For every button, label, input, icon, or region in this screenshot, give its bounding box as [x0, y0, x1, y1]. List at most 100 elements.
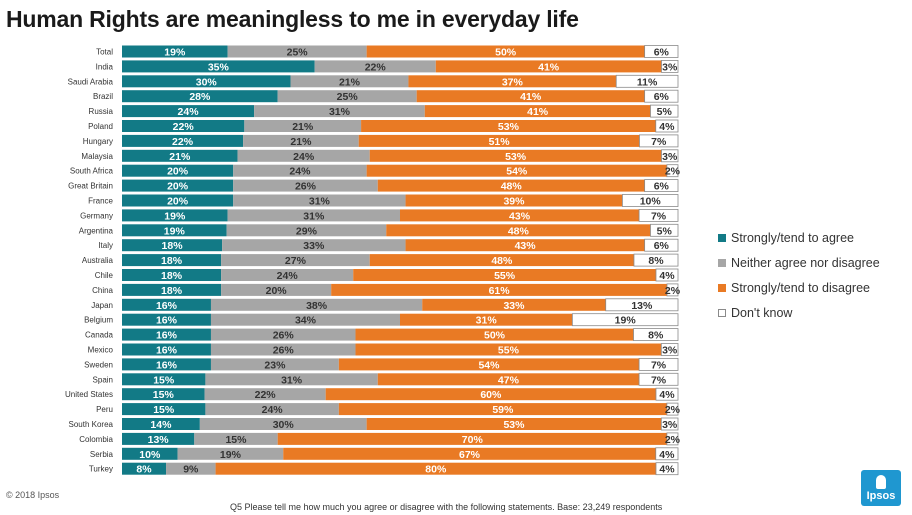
data-label: 16%: [156, 315, 178, 327]
data-label: 6%: [654, 240, 670, 252]
category-label: Australia: [82, 256, 114, 265]
bar-row-germany: Germany 19% 31% 43% 7%: [80, 208, 679, 222]
data-label: 47%: [498, 374, 520, 386]
data-label: 67%: [459, 449, 481, 461]
bar-segment-neutral: [221, 269, 354, 281]
data-label: 8%: [648, 255, 664, 267]
bar-row-peru: Peru 15% 24% 59% 2%: [96, 402, 681, 416]
data-label: 20%: [266, 285, 288, 297]
bar-segment-agree: [122, 60, 315, 73]
data-label: 59%: [492, 404, 514, 416]
data-label: 43%: [509, 210, 531, 222]
bar-segment-dontknow: [622, 194, 679, 207]
data-label: 8%: [648, 330, 664, 342]
bar-segment-neutral: [222, 239, 406, 252]
data-label: 31%: [476, 315, 498, 327]
data-label: 23%: [264, 359, 286, 371]
data-label: 8%: [136, 464, 152, 476]
footnote-text: Q5 Please tell me how much you agree or …: [230, 502, 663, 512]
bar-segment-agree: [122, 209, 228, 222]
bar-segment-dontknow: [638, 372, 679, 386]
data-label: 7%: [651, 374, 667, 386]
category-label: Sweden: [84, 360, 113, 369]
data-label: 2%: [665, 404, 681, 416]
bar-segment-neutral: [205, 403, 339, 416]
bar-segment-dontknow: [666, 164, 679, 178]
category-label: Chile: [95, 271, 114, 280]
data-label: 41%: [527, 106, 549, 118]
data-label: 9%: [183, 464, 199, 476]
category-label: South Africa: [70, 167, 114, 176]
bar-segment-disagree: [355, 328, 634, 341]
data-label: 19%: [615, 315, 637, 327]
legend-swatch-dontknow: [718, 308, 726, 317]
data-label: 20%: [167, 196, 189, 208]
data-label: 18%: [162, 240, 184, 252]
data-label: 50%: [484, 330, 506, 342]
data-label: 5%: [657, 225, 673, 237]
bar-segment-disagree: [325, 388, 656, 401]
bar-segment-agree: [122, 388, 205, 401]
data-label: 5%: [657, 106, 673, 118]
data-label: 33%: [303, 240, 325, 252]
bar-segment-agree: [122, 179, 234, 192]
bar-row-saudi-arabia: Saudi Arabia 30% 21% 37% 11%: [68, 74, 679, 88]
data-label: 48%: [491, 255, 513, 267]
data-label: 10%: [640, 196, 662, 208]
category-label: South Korea: [69, 420, 114, 429]
data-label: 24%: [289, 166, 311, 178]
bar-segment-agree: [122, 432, 195, 445]
data-label: 15%: [153, 404, 175, 416]
legend: Strongly/tend to agree Neither agree nor …: [718, 225, 880, 325]
category-label: India: [96, 62, 114, 71]
bar-row-chile: Chile 18% 24% 55% 4%: [95, 268, 679, 282]
bar-segment-agree: [122, 164, 234, 177]
category-label: Peru: [96, 405, 113, 414]
category-label: Turkey: [89, 465, 113, 474]
category-label: Total: [96, 48, 113, 57]
bar-segment-disagree: [353, 269, 656, 281]
bar-segment-disagree: [386, 224, 651, 237]
data-label: 34%: [295, 315, 317, 327]
bar-segment-neutral: [199, 418, 367, 430]
bar-segment-agree: [122, 358, 211, 371]
bar-row-south-africa: South Africa 20% 24% 54% 2%: [70, 164, 681, 178]
legend-item-agree: Strongly/tend to agree: [718, 225, 880, 250]
data-label: 4%: [659, 121, 675, 133]
bar-row-japan: Japan 16% 38% 33% 13%: [91, 298, 679, 312]
legend-label: Strongly/tend to agree: [731, 230, 854, 245]
bar-segment-dontknow: [633, 328, 679, 342]
bar-segment-neutral: [210, 358, 339, 371]
legend-label: Don't know: [731, 305, 793, 320]
copyright-text: © 2018 Ipsos: [6, 490, 60, 500]
bar-segment-disagree: [424, 105, 651, 118]
bar-segment-agree: [122, 75, 291, 88]
data-label: 4%: [659, 449, 675, 461]
data-label: 80%: [425, 464, 447, 476]
bar-segment-neutral: [227, 45, 367, 58]
data-label: 25%: [287, 47, 309, 59]
data-label: 41%: [520, 91, 542, 103]
bar-row-total: Total 19% 25% 50% 6%: [96, 45, 679, 59]
data-label: 19%: [164, 225, 186, 237]
bar-segment-agree: [122, 418, 200, 430]
data-label: 16%: [156, 359, 178, 371]
logo-text: Ipsos: [866, 490, 896, 502]
data-label: 24%: [262, 404, 284, 416]
data-label: 20%: [167, 166, 189, 178]
bar-segment-agree: [122, 269, 222, 281]
bar-segment-dontknow: [655, 268, 679, 282]
category-label: United States: [65, 390, 113, 399]
data-label: 54%: [478, 359, 500, 371]
bar-segment-agree: [122, 447, 178, 460]
bar-segment-neutral: [227, 209, 400, 222]
bar-segment-dontknow: [571, 313, 679, 327]
bar-segment-dontknow: [644, 179, 679, 193]
data-label: 4%: [659, 270, 675, 282]
data-label: 16%: [156, 330, 178, 342]
bar-segment-dontknow: [655, 119, 679, 133]
data-label: 31%: [281, 374, 303, 386]
bar-row-belgium: Belgium 16% 34% 31% 19%: [84, 313, 679, 327]
bar-segment-neutral: [210, 343, 356, 356]
data-label: 22%: [172, 136, 194, 148]
